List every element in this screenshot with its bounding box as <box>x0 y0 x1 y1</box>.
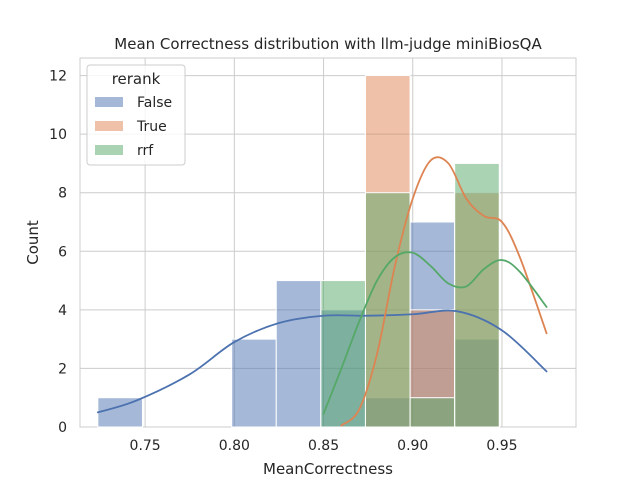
x-tick-label: 0.85 <box>308 438 339 454</box>
legend-box <box>86 64 186 166</box>
y-axis-label: Count <box>24 220 42 265</box>
y-tick-label: 4 <box>58 303 67 319</box>
x-tick-label: 0.75 <box>130 438 161 454</box>
x-tick-label: 0.90 <box>397 438 428 454</box>
legend: rerank False True rrf <box>86 64 186 166</box>
x-tick-label: 0.95 <box>486 438 517 454</box>
bar-rrf <box>409 397 456 428</box>
y-tick-label: 2 <box>58 361 67 377</box>
kde-line-false <box>96 309 548 414</box>
x-tick-label: 0.80 <box>219 438 250 454</box>
chart-title: Mean Correctness distribution with llm-j… <box>114 35 542 53</box>
legend-swatch-rrf <box>95 145 123 155</box>
x-axis-label: MeanCorrectness <box>263 460 393 478</box>
legend-label-false: False <box>137 95 172 111</box>
legend-label-true: True <box>136 119 167 135</box>
y-tick-label: 12 <box>49 69 67 85</box>
legend-swatch-true <box>95 121 123 131</box>
kde-line-rrf <box>322 251 548 415</box>
bar-false <box>275 280 322 428</box>
legend-swatch-false <box>95 97 123 107</box>
kde-line-true <box>340 156 548 427</box>
bar-false <box>97 397 143 428</box>
legend-label-rrf: rrf <box>137 143 154 159</box>
legend-items: False True rrf <box>95 95 172 159</box>
tick-labels: 0.75 0.80 0.85 0.90 0.95 0 2 4 6 8 10 12 <box>49 69 517 454</box>
y-tick-label: 8 <box>58 186 67 202</box>
bar-false <box>231 338 277 428</box>
y-tick-label: 6 <box>58 244 67 260</box>
y-tick-label: 0 <box>58 420 67 436</box>
legend-title: rerank <box>112 70 161 88</box>
y-tick-label: 10 <box>49 127 67 143</box>
bar-rrf <box>454 162 500 428</box>
kde-curves <box>96 156 548 427</box>
